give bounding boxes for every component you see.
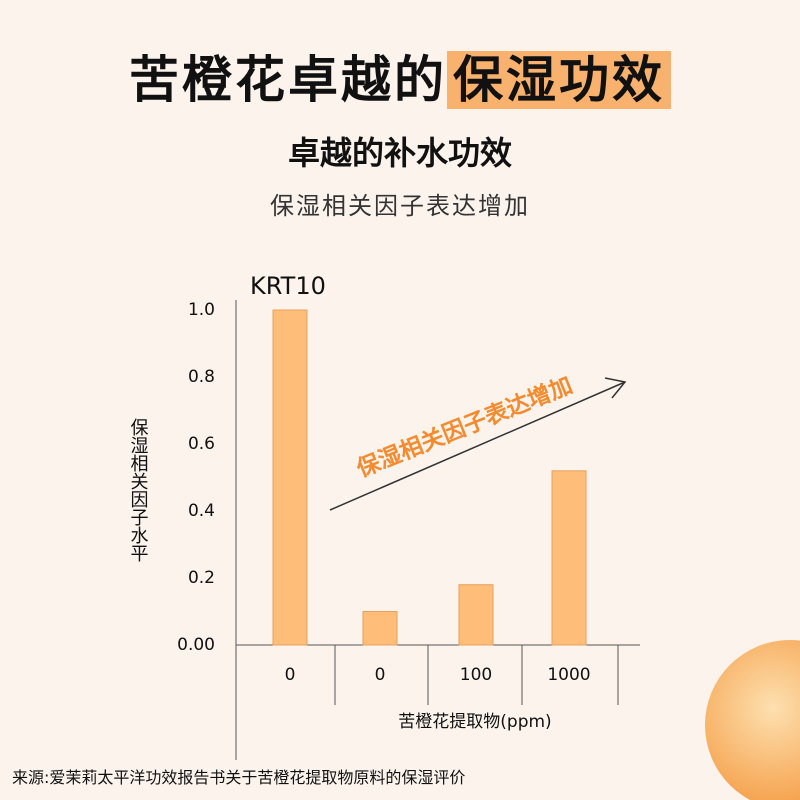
y-axis-label: 保湿相关因子水平: [128, 418, 149, 562]
title: 苦橙花卓越的 保湿功效: [0, 40, 800, 112]
source: 来源:爱茉莉太平洋功效报告书关于苦橙花提取物原料的保湿评价: [12, 768, 466, 787]
description: 保湿相关因子表达增加: [270, 192, 530, 220]
subtitle: 卓越的补水功效: [287, 134, 512, 172]
chart-title: KRT10: [250, 272, 326, 300]
x-tick-label: 1000: [547, 665, 590, 685]
bar: [458, 584, 494, 646]
bar: [362, 611, 398, 646]
annotation: 保湿相关因子表达增加: [352, 371, 576, 483]
trend-arrow: [329, 381, 626, 511]
y-tick-label: 1.0: [188, 300, 215, 320]
y-tick-label: 0.6: [188, 434, 215, 454]
arrow-head: [604, 377, 627, 399]
y-tick-label: 0.4: [188, 501, 215, 521]
title-highlight: 保湿功效: [447, 51, 671, 109]
x-tick-label: 100: [460, 665, 492, 685]
bar: [272, 309, 308, 646]
title-text: 苦橙花卓越的: [129, 51, 447, 109]
y-tick-label: 0.8: [188, 367, 215, 387]
x-tick-label: 0: [285, 665, 296, 685]
bar: [551, 470, 587, 646]
y-tick-label: 0.2: [188, 568, 215, 588]
x-axis-label: 苦橙花提取物(ppm): [398, 712, 551, 732]
y-tick-label: 0.00: [177, 635, 215, 655]
x-tick-label: 0: [375, 665, 386, 685]
decoration: [705, 640, 800, 800]
